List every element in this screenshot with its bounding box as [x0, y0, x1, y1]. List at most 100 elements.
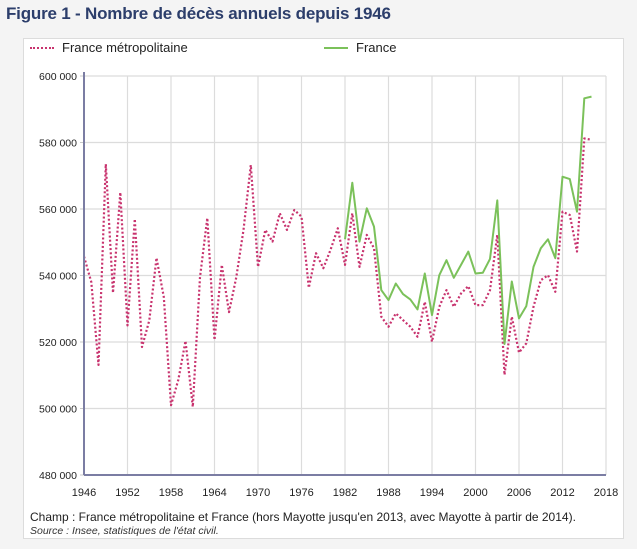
data-point[interactable] — [516, 315, 522, 321]
data-point[interactable] — [502, 372, 508, 378]
data-point[interactable] — [465, 249, 471, 255]
data-point[interactable] — [320, 265, 326, 271]
data-point[interactable] — [531, 264, 537, 270]
data-point[interactable] — [357, 264, 363, 270]
data-point[interactable] — [465, 283, 471, 289]
data-point[interactable] — [538, 277, 544, 283]
legend-item-france-metropolitaine[interactable]: France métropolitaine — [30, 40, 188, 55]
data-point[interactable] — [480, 302, 486, 308]
data-point[interactable] — [552, 255, 558, 261]
data-point[interactable] — [560, 174, 566, 180]
data-point[interactable] — [407, 324, 413, 330]
data-point[interactable] — [262, 227, 268, 233]
data-point[interactable] — [103, 161, 109, 167]
data-point[interactable] — [277, 210, 283, 216]
data-point[interactable] — [378, 314, 384, 320]
data-point[interactable] — [197, 274, 203, 280]
data-point[interactable] — [175, 377, 181, 383]
data-point[interactable] — [429, 339, 435, 345]
data-point[interactable] — [523, 303, 529, 309]
data-point[interactable] — [574, 249, 580, 255]
data-point[interactable] — [313, 250, 319, 256]
data-point[interactable] — [509, 278, 515, 284]
legend-item-france[interactable]: France — [324, 40, 396, 55]
data-point[interactable] — [567, 212, 573, 218]
data-point[interactable] — [291, 207, 297, 213]
data-point[interactable] — [589, 94, 595, 100]
data-point[interactable] — [487, 256, 493, 262]
data-point[interactable] — [204, 215, 210, 221]
data-point[interactable] — [248, 162, 254, 168]
data-point[interactable] — [436, 272, 442, 278]
data-point[interactable] — [299, 214, 305, 220]
data-point[interactable] — [567, 176, 573, 182]
data-point[interactable] — [487, 287, 493, 293]
data-point[interactable] — [132, 216, 138, 222]
data-point[interactable] — [415, 306, 421, 312]
data-point[interactable] — [422, 271, 428, 277]
data-point[interactable] — [545, 236, 551, 242]
data-point[interactable] — [429, 312, 435, 318]
data-point[interactable] — [458, 262, 464, 268]
data-point[interactable] — [342, 262, 348, 268]
data-point[interactable] — [255, 264, 261, 270]
data-point[interactable] — [364, 232, 370, 238]
data-point[interactable] — [444, 257, 450, 263]
data-point[interactable] — [523, 340, 529, 346]
data-point[interactable] — [473, 271, 479, 277]
data-point[interactable] — [516, 350, 522, 356]
data-point[interactable] — [436, 304, 442, 310]
data-point[interactable] — [589, 137, 595, 143]
data-point[interactable] — [357, 239, 363, 245]
data-point[interactable] — [386, 297, 392, 303]
series-line-france[interactable] — [344, 95, 592, 345]
data-point[interactable] — [393, 310, 399, 316]
data-point[interactable] — [233, 274, 239, 280]
data-point[interactable] — [451, 304, 457, 310]
data-point[interactable] — [552, 289, 558, 295]
data-point[interactable] — [407, 296, 413, 302]
data-point[interactable] — [502, 341, 508, 347]
data-point[interactable] — [422, 299, 428, 305]
data-point[interactable] — [270, 239, 276, 245]
data-point[interactable] — [400, 291, 406, 297]
data-point[interactable] — [494, 197, 500, 203]
data-point[interactable] — [212, 337, 218, 343]
data-point[interactable] — [415, 334, 421, 340]
data-point[interactable] — [110, 290, 116, 296]
data-point[interactable] — [378, 287, 384, 293]
data-point[interactable] — [226, 309, 232, 315]
data-point[interactable] — [386, 324, 392, 330]
data-point[interactable] — [364, 205, 370, 211]
data-point[interactable] — [349, 210, 355, 216]
data-point[interactable] — [473, 302, 479, 308]
data-point[interactable] — [444, 287, 450, 293]
data-point[interactable] — [146, 317, 152, 323]
data-point[interactable] — [125, 322, 131, 328]
data-point[interactable] — [400, 317, 406, 323]
data-point[interactable] — [168, 402, 174, 408]
data-point[interactable] — [480, 270, 486, 276]
data-point[interactable] — [335, 225, 341, 231]
data-point[interactable] — [190, 404, 196, 410]
data-point[interactable] — [88, 279, 94, 285]
data-point[interactable] — [117, 189, 123, 195]
data-point[interactable] — [284, 227, 290, 233]
series-line-france-metropolitaine[interactable] — [82, 137, 592, 408]
data-point[interactable] — [161, 294, 167, 300]
data-point[interactable] — [393, 280, 399, 286]
data-point[interactable] — [458, 290, 464, 296]
data-point[interactable] — [538, 245, 544, 251]
data-point[interactable] — [574, 209, 580, 215]
data-point[interactable] — [545, 272, 551, 278]
data-point[interactable] — [509, 314, 515, 320]
data-point[interactable] — [183, 338, 189, 344]
data-point[interactable] — [371, 224, 377, 230]
data-point[interactable] — [581, 95, 587, 101]
data-point[interactable] — [241, 227, 247, 233]
data-point[interactable] — [451, 275, 457, 281]
data-point[interactable] — [96, 362, 102, 368]
data-point[interactable] — [154, 255, 160, 261]
data-point[interactable] — [531, 304, 537, 310]
data-point[interactable] — [328, 247, 334, 253]
